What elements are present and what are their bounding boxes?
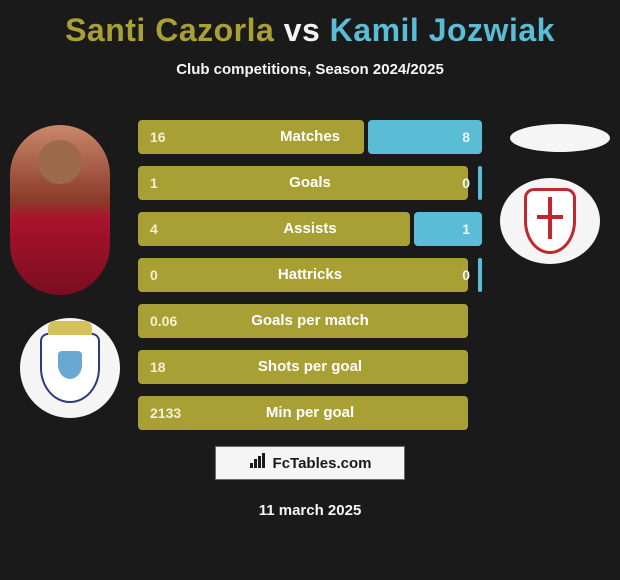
brand-text: FcTables.com <box>273 455 372 472</box>
chart-icon <box>249 453 267 473</box>
player2-bar <box>368 120 482 154</box>
subtitle: Club competitions, Season 2024/2025 <box>0 61 620 78</box>
date-text: 11 march 2025 <box>0 502 620 519</box>
player1-club-badge <box>20 318 120 418</box>
club-crest-icon <box>524 188 576 254</box>
player1-avatar <box>10 125 110 295</box>
comparison-title: Santi Cazorla vs Kamil Jozwiak <box>0 0 620 49</box>
stat-row: Assists41 <box>138 212 482 246</box>
stat-row: Matches168 <box>138 120 482 154</box>
player2-bar <box>414 212 482 246</box>
stat-bars-container: Matches168 Goals10 Assists41 Hattricks00 Goa… <box>138 120 482 442</box>
player2-name: Kamil Jozwiak <box>330 12 555 48</box>
player2-club-badge <box>500 178 600 264</box>
vs-text: vs <box>284 12 321 48</box>
stat-row: Min per goal2133 <box>138 396 482 430</box>
player1-bar <box>138 396 468 430</box>
player1-name: Santi Cazorla <box>65 12 274 48</box>
player2-bar <box>478 166 482 200</box>
stat-row: Hattricks00 <box>138 258 482 292</box>
player2-bar <box>478 258 482 292</box>
player1-bar <box>138 350 468 384</box>
player1-bar <box>138 304 468 338</box>
player1-bar <box>138 166 468 200</box>
player1-bar <box>138 212 410 246</box>
player1-bar <box>138 120 364 154</box>
stat-row: Goals per match0.06 <box>138 304 482 338</box>
stat-row: Shots per goal18 <box>138 350 482 384</box>
club-crest-icon <box>40 333 100 403</box>
stat-row: Goals10 <box>138 166 482 200</box>
brand-footer: FcTables.com <box>215 446 405 480</box>
player1-bar <box>138 258 468 292</box>
player2-avatar-placeholder <box>510 124 610 152</box>
